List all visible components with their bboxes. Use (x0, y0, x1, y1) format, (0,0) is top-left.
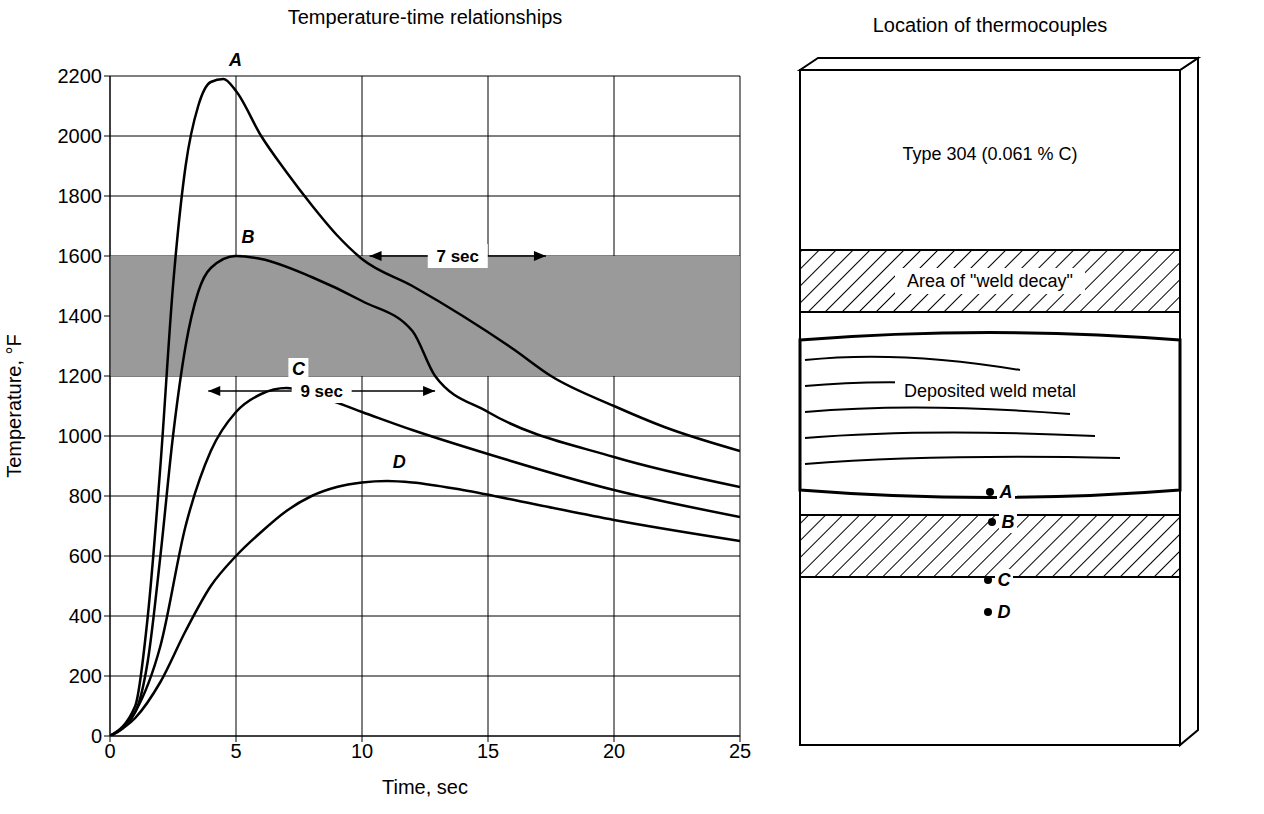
svg-text:1600: 1600 (58, 245, 103, 267)
svg-text:10: 10 (351, 740, 373, 762)
svg-text:C: C (998, 570, 1012, 590)
svg-text:Deposited weld metal: Deposited weld metal (904, 381, 1076, 401)
svg-text:Type 304 (0.061 % C): Type 304 (0.061 % C) (902, 144, 1077, 164)
svg-text:Location of thermocouples: Location of thermocouples (873, 14, 1108, 36)
svg-text:0: 0 (104, 740, 115, 762)
svg-text:B: B (1002, 512, 1015, 532)
svg-text:2000: 2000 (58, 125, 103, 147)
svg-text:B: B (242, 227, 255, 247)
svg-text:Time, sec: Time, sec (382, 776, 468, 798)
svg-text:9 sec: 9 sec (300, 382, 343, 401)
html-text:Temperature-time relationships: Temperature-time relationships (287, 6, 563, 28)
svg-text:25: 25 (729, 740, 751, 762)
svg-text:A: A (228, 50, 242, 70)
svg-text:15: 15 (477, 740, 499, 762)
svg-text:600: 600 (69, 545, 102, 567)
svg-text:2200: 2200 (58, 65, 103, 87)
svg-text:Area of "weld decay": Area of "weld decay" (907, 271, 1073, 291)
svg-text:1200: 1200 (58, 365, 103, 387)
svg-text:0: 0 (91, 725, 102, 747)
svg-text:1000: 1000 (58, 425, 103, 447)
svg-text:D: D (998, 602, 1011, 622)
svg-text:1400: 1400 (58, 305, 103, 327)
svg-text:200: 200 (69, 665, 102, 687)
svg-text:1800: 1800 (58, 185, 103, 207)
svg-text:5: 5 (230, 740, 241, 762)
svg-text:20: 20 (603, 740, 625, 762)
svg-text:C: C (292, 359, 306, 379)
svg-text:7 sec: 7 sec (436, 247, 479, 266)
svg-text:Temperature, °F: Temperature, °F (3, 334, 25, 478)
svg-text:D: D (393, 452, 406, 472)
svg-text:400: 400 (69, 605, 102, 627)
svg-text:A: A (999, 482, 1013, 502)
svg-text:800: 800 (69, 485, 102, 507)
